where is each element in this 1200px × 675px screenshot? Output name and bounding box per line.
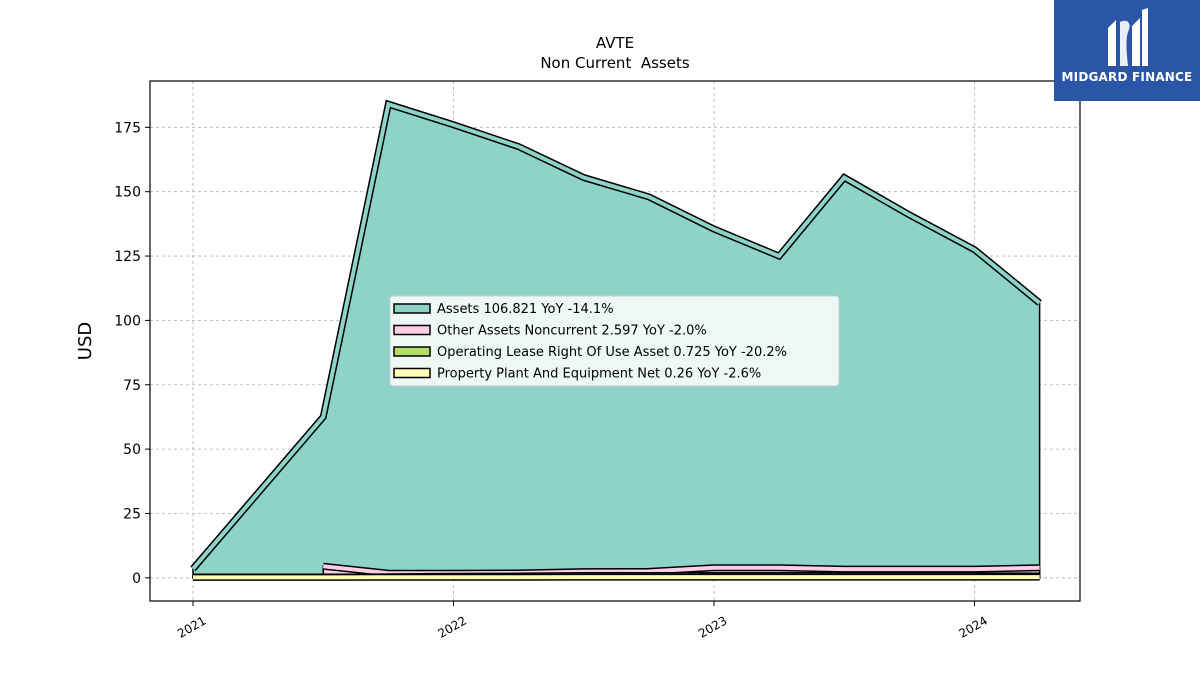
y-axis: 0 25 50 75 100 125 150 175: [114, 120, 150, 587]
y-tick-label: 100: [114, 313, 141, 329]
y-tick-label: 25: [123, 506, 141, 522]
logo-icon: [1108, 8, 1148, 67]
x-axis: 2021 2022 2023 2024: [175, 601, 990, 641]
logo-text: MIDGARD FINANCE: [1061, 70, 1193, 84]
plot-frame: [149, 80, 1081, 602]
legend-label: Assets 106.821 YoY -14.1%: [437, 302, 614, 317]
legend-swatch: [393, 367, 431, 379]
legend-box: [389, 295, 840, 387]
legend: Assets 106.821 YoY -14.1% Other Assets No…: [389, 295, 840, 387]
brand-logo: MIDGARD FINANCE: [1054, 0, 1200, 101]
x-tick-label: 2022: [436, 613, 469, 640]
y-axis-label: USD: [75, 322, 96, 360]
y-tick-label: 0: [132, 571, 141, 587]
y-tick-label: 175: [114, 120, 141, 136]
legend-label: Operating Lease Right Of Use Asset 0.725…: [437, 345, 787, 360]
y-tick-label: 75: [123, 378, 141, 394]
legend-label: Property Plant And Equipment Net 0.26 Yo…: [437, 367, 761, 382]
chart-subtitle: Non Current Assets: [540, 54, 690, 72]
y-tick-label: 150: [114, 185, 141, 201]
chart-title: AVTE: [596, 34, 634, 52]
legend-swatch: [393, 303, 431, 314]
legend-swatch: [393, 324, 431, 336]
x-tick-label: 2024: [957, 613, 990, 640]
x-tick-label: 2021: [175, 613, 208, 640]
y-tick-label: 50: [123, 442, 141, 458]
legend-label: Other Assets Noncurrent 2.597 YoY -2.0%: [437, 324, 707, 339]
y-tick-label: 125: [114, 249, 141, 265]
series-line-assets: [191, 101, 1041, 571]
legend-swatch: [393, 346, 431, 357]
x-tick-label: 2023: [696, 613, 729, 640]
